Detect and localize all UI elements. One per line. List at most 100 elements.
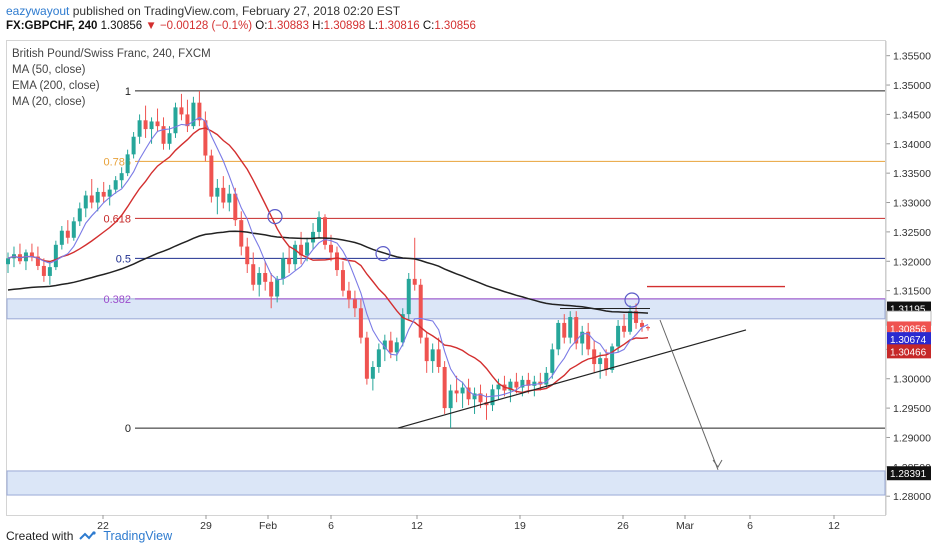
- candle-body: [107, 189, 112, 197]
- candle-body: [305, 242, 310, 256]
- candle-body: [275, 278, 280, 297]
- price-tag-label: 1.31000: [890, 314, 927, 325]
- candle-body: [89, 195, 94, 203]
- y-tick-label: 1.34500: [893, 109, 931, 121]
- candle-body: [125, 154, 130, 174]
- candle-body: [257, 273, 262, 285]
- candle-body: [323, 217, 328, 245]
- candle-body: [556, 322, 561, 350]
- candle-body: [568, 317, 573, 338]
- candle-body: [197, 102, 202, 121]
- candle-body: [95, 191, 100, 203]
- candle-body: [83, 195, 88, 209]
- legend-ma20[interactable]: MA (20, close): [12, 96, 86, 108]
- candle-body: [149, 121, 154, 130]
- candle-body: [442, 366, 447, 409]
- candle-body: [598, 358, 603, 365]
- ohlc-close: 1.30856: [434, 20, 476, 32]
- ohlc-high-label: H:: [312, 20, 324, 32]
- x-tick-label: 12: [828, 520, 840, 532]
- ohlc-low-label: L:: [368, 20, 379, 32]
- candle-body: [209, 155, 214, 197]
- y-tick-label: 1.32000: [893, 256, 931, 268]
- candle-body: [352, 299, 357, 309]
- y-tick-label: 1.29500: [893, 403, 931, 415]
- candle-body: [514, 381, 519, 388]
- price-tag: [887, 321, 931, 336]
- symbol-label[interactable]: FX:GBPCHF, 240: [6, 20, 98, 32]
- ma20-line: [7, 116, 649, 398]
- y-tick-label: 1.29000: [893, 432, 931, 444]
- x-tick-label: Feb: [259, 520, 277, 532]
- price-tag-label: 1.31195: [890, 305, 926, 316]
- candle-body: [562, 322, 567, 338]
- candle-body: [640, 322, 645, 328]
- candle-body: [239, 220, 244, 247]
- price-change: −0.00128 (−0.1%): [159, 20, 253, 32]
- candle-body: [299, 244, 304, 256]
- candle-body: [113, 180, 118, 190]
- candle-body: [311, 231, 316, 243]
- candle-body: [550, 349, 555, 373]
- fib-level-label: 0.382: [103, 294, 131, 306]
- candle-body: [418, 284, 423, 338]
- legend-ema200[interactable]: EMA (200, close): [12, 80, 100, 92]
- candle-body: [47, 267, 52, 276]
- price-tag: [887, 344, 931, 359]
- ohlc-open-label: O:: [255, 20, 268, 32]
- fib-level-label: 0: [125, 423, 131, 435]
- candle-body: [472, 393, 477, 400]
- candle-body: [233, 193, 238, 221]
- candle-body: [466, 387, 471, 400]
- candle-body: [203, 120, 208, 156]
- candle-body: [496, 384, 501, 390]
- candle-body: [328, 244, 333, 253]
- candle-body: [340, 270, 345, 291]
- x-tick-label: 19: [514, 520, 526, 532]
- created-with-label: Created with: [6, 529, 74, 543]
- ma50-line: [7, 127, 649, 394]
- candle-body: [131, 136, 136, 155]
- author-link[interactable]: eazywayout: [6, 4, 70, 18]
- publish-info: published on TradingView.com, February 2…: [72, 4, 401, 18]
- candle-body: [71, 221, 76, 238]
- footer: Created with TradingView: [6, 525, 172, 547]
- candle-body: [227, 193, 232, 203]
- projection-arrow: [659, 319, 719, 470]
- candle-body: [185, 114, 190, 127]
- candle-body: [119, 173, 124, 181]
- y-tick-label: 1.34000: [893, 139, 931, 151]
- quote-line: FX:GBPCHF, 240 1.30856 ▼ −0.00128 (−0.1%…: [6, 20, 476, 32]
- candle-body: [448, 390, 453, 409]
- y-tick-label: 1.35000: [893, 80, 931, 92]
- tradingview-link[interactable]: TradingView: [103, 529, 173, 543]
- fib-level-label: 0.5: [116, 253, 131, 265]
- legend-ma50[interactable]: MA (50, close): [12, 64, 86, 76]
- price-tag-label: 1.30674: [890, 335, 927, 346]
- candle-body: [287, 258, 292, 265]
- candle-body: [137, 120, 142, 137]
- candle-body: [59, 230, 64, 245]
- y-tick-label: 1.33000: [893, 198, 931, 210]
- candle-body: [520, 379, 525, 388]
- x-tick-label: 22: [97, 520, 109, 532]
- candle-body: [269, 281, 274, 297]
- candle-body: [281, 258, 286, 279]
- x-tick-label: 29: [200, 520, 212, 532]
- candle-body: [334, 252, 339, 271]
- candle-body: [400, 314, 405, 343]
- candle-body: [580, 331, 585, 344]
- candle-body: [532, 381, 537, 386]
- candle-body: [161, 126, 166, 144]
- candle-body: [346, 290, 351, 300]
- candle-body: [406, 278, 411, 315]
- candle-body: [293, 244, 298, 265]
- candle-body: [508, 381, 513, 391]
- candle-body: [394, 342, 399, 353]
- candle-body: [143, 120, 148, 130]
- candle-body: [460, 387, 465, 394]
- candle-body: [245, 246, 250, 265]
- candle-body: [191, 102, 196, 127]
- candle-body: [53, 244, 58, 268]
